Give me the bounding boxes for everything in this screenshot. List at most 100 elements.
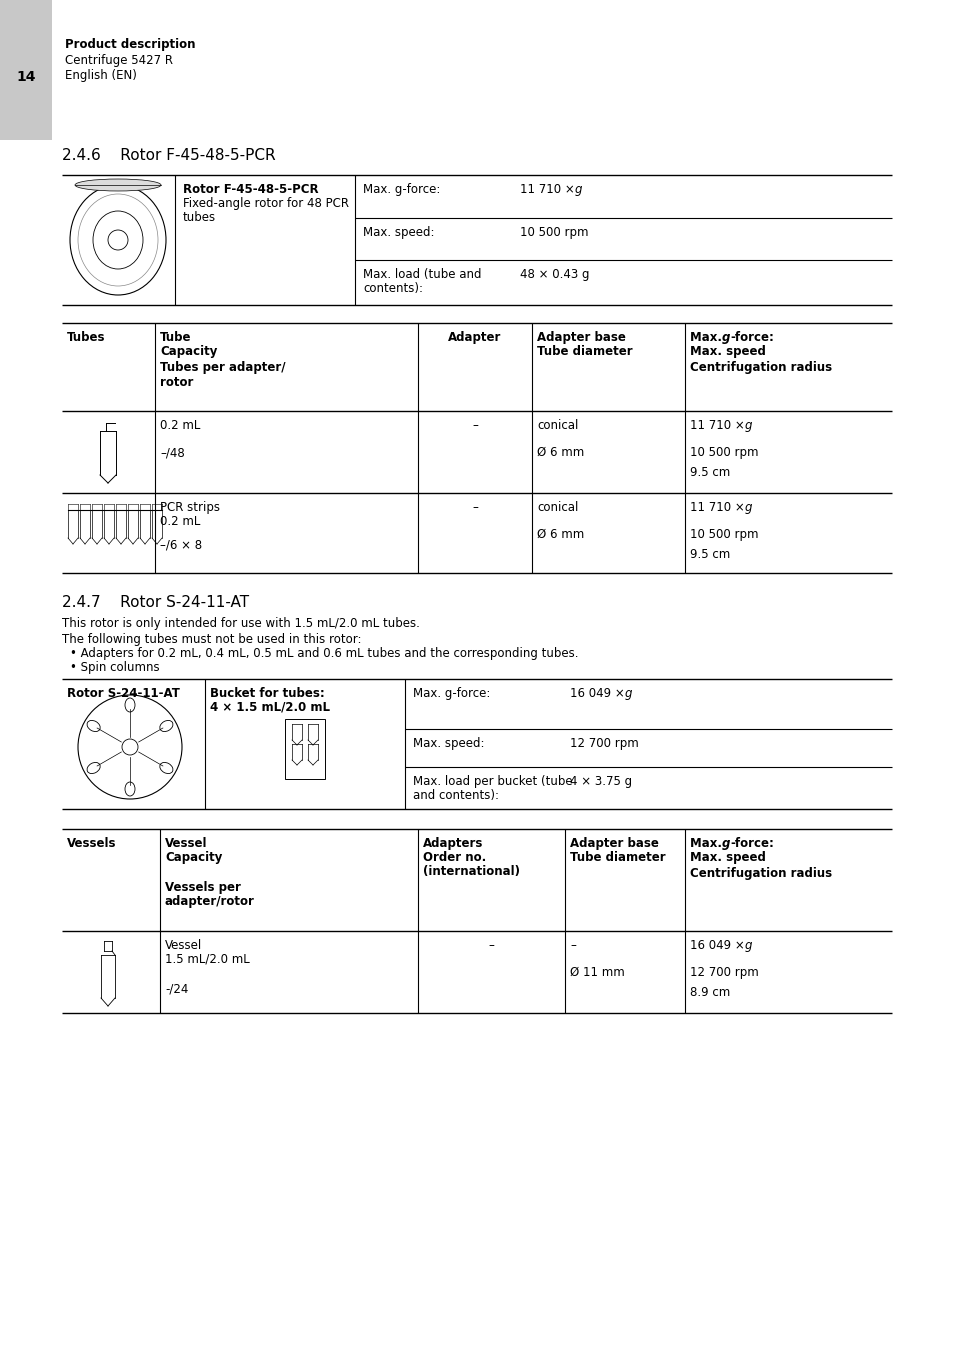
Text: Centrifuge 5427 R: Centrifuge 5427 R <box>65 54 172 68</box>
Text: 4 × 1.5 mL/2.0 mL: 4 × 1.5 mL/2.0 mL <box>210 701 330 714</box>
Text: adapter/rotor: adapter/rotor <box>165 895 254 909</box>
Text: Centrifugation radius: Centrifugation radius <box>689 360 831 374</box>
Text: –/48: –/48 <box>160 446 185 459</box>
Text: 14: 14 <box>16 70 35 84</box>
Text: –/6 × 8: –/6 × 8 <box>160 539 202 551</box>
Text: -force:: -force: <box>729 837 773 850</box>
Text: Tubes: Tubes <box>67 331 106 344</box>
Ellipse shape <box>125 782 135 796</box>
Text: Max. load per bucket (tube: Max. load per bucket (tube <box>413 775 572 788</box>
Text: Ø 6 mm: Ø 6 mm <box>537 528 583 541</box>
Text: conical: conical <box>537 501 578 514</box>
Text: Order no.: Order no. <box>422 850 486 864</box>
Text: Max.: Max. <box>689 837 725 850</box>
Text: g: g <box>624 687 632 701</box>
Ellipse shape <box>70 185 166 296</box>
Text: 2.4.7    Rotor S-24-11-AT: 2.4.7 Rotor S-24-11-AT <box>62 595 249 610</box>
Text: 48 × 0.43 g: 48 × 0.43 g <box>519 269 589 281</box>
Text: –: – <box>472 501 477 514</box>
Text: 10 500 rpm: 10 500 rpm <box>689 446 758 459</box>
Ellipse shape <box>75 180 161 190</box>
Text: English (EN): English (EN) <box>65 69 136 82</box>
Text: –: – <box>488 940 494 952</box>
Text: Tube: Tube <box>160 331 192 344</box>
Text: 16 049 ×: 16 049 × <box>569 687 628 701</box>
Text: 0.2 mL: 0.2 mL <box>160 514 200 528</box>
Text: (international): (international) <box>422 865 519 878</box>
Text: conical: conical <box>537 418 578 432</box>
Text: tubes: tubes <box>183 211 216 224</box>
Text: Adapter: Adapter <box>448 331 501 344</box>
Bar <box>285 720 325 779</box>
Text: Adapter base: Adapter base <box>569 837 659 850</box>
Circle shape <box>122 738 138 755</box>
Text: 9.5 cm: 9.5 cm <box>689 466 729 479</box>
Text: Max. speed: Max. speed <box>689 346 765 358</box>
Ellipse shape <box>87 721 100 732</box>
Text: • Adapters for 0.2 mL, 0.4 mL, 0.5 mL and 0.6 mL tubes and the corresponding tub: • Adapters for 0.2 mL, 0.4 mL, 0.5 mL an… <box>70 647 578 660</box>
Text: Bucket for tubes:: Bucket for tubes: <box>210 687 324 701</box>
Text: Ø 6 mm: Ø 6 mm <box>537 446 583 459</box>
Text: –: – <box>569 940 576 952</box>
Text: Tube diameter: Tube diameter <box>537 346 632 358</box>
Text: Adapters: Adapters <box>422 837 483 850</box>
Text: 16 049 ×: 16 049 × <box>689 940 748 952</box>
Text: –: – <box>472 418 477 432</box>
Text: Max.: Max. <box>689 331 725 344</box>
Text: Max. g-force:: Max. g-force: <box>413 687 490 701</box>
Text: contents):: contents): <box>363 282 422 296</box>
Text: Max. g-force:: Max. g-force: <box>363 184 440 196</box>
Text: Rotor S-24-11-AT: Rotor S-24-11-AT <box>67 687 180 701</box>
Text: PCR strips: PCR strips <box>160 501 220 514</box>
Circle shape <box>108 230 128 250</box>
Text: Fixed-angle rotor for 48 PCR: Fixed-angle rotor for 48 PCR <box>183 197 349 211</box>
Text: Tubes per adapter/: Tubes per adapter/ <box>160 360 285 374</box>
Text: g: g <box>744 418 752 432</box>
Text: Rotor F-45-48-5-PCR: Rotor F-45-48-5-PCR <box>183 184 318 196</box>
Text: 2.4.6    Rotor F-45-48-5-PCR: 2.4.6 Rotor F-45-48-5-PCR <box>62 148 275 163</box>
Text: The following tubes must not be used in this rotor:: The following tubes must not be used in … <box>62 633 361 647</box>
Text: 11 710 ×: 11 710 × <box>689 418 748 432</box>
Text: Vessel: Vessel <box>165 837 208 850</box>
Text: 9.5 cm: 9.5 cm <box>689 548 729 562</box>
Circle shape <box>78 695 182 799</box>
Text: Capacity: Capacity <box>165 850 222 864</box>
Text: 4 × 3.75 g: 4 × 3.75 g <box>569 775 632 788</box>
Text: 12 700 rpm: 12 700 rpm <box>569 737 639 751</box>
Ellipse shape <box>92 211 143 269</box>
Text: g: g <box>721 837 730 850</box>
Ellipse shape <box>125 698 135 711</box>
Text: g: g <box>575 184 582 196</box>
Text: 11 710 ×: 11 710 × <box>689 501 748 514</box>
Text: -force:: -force: <box>729 331 773 344</box>
Text: -/24: -/24 <box>165 983 188 996</box>
Ellipse shape <box>78 194 158 286</box>
Text: 10 500 rpm: 10 500 rpm <box>519 225 588 239</box>
Text: Vessels per: Vessels per <box>165 882 240 894</box>
Ellipse shape <box>160 763 172 774</box>
Text: Max. speed:: Max. speed: <box>363 225 434 239</box>
Text: Tube diameter: Tube diameter <box>569 850 665 864</box>
Text: Vessels: Vessels <box>67 837 116 850</box>
Text: g: g <box>744 501 752 514</box>
Text: Vessel: Vessel <box>165 940 202 952</box>
Text: rotor: rotor <box>160 377 193 389</box>
Text: Capacity: Capacity <box>160 346 217 358</box>
Text: Adapter base: Adapter base <box>537 331 625 344</box>
Text: 1.5 mL/2.0 mL: 1.5 mL/2.0 mL <box>165 953 250 967</box>
Text: g: g <box>721 331 730 344</box>
Bar <box>0 0 52 140</box>
Text: • Spin columns: • Spin columns <box>70 662 159 674</box>
Text: Product description: Product description <box>65 38 195 51</box>
Ellipse shape <box>160 721 172 732</box>
Text: 10 500 rpm: 10 500 rpm <box>689 528 758 541</box>
Text: This rotor is only intended for use with 1.5 mL/2.0 mL tubes.: This rotor is only intended for use with… <box>62 617 419 630</box>
Text: Max. speed: Max. speed <box>689 850 765 864</box>
Text: 12 700 rpm: 12 700 rpm <box>689 967 758 979</box>
Text: g: g <box>744 940 752 952</box>
Text: Ø 11 mm: Ø 11 mm <box>569 967 624 979</box>
Ellipse shape <box>87 763 100 774</box>
Text: Max. speed:: Max. speed: <box>413 737 484 751</box>
Text: 11 710 ×: 11 710 × <box>519 184 578 196</box>
Text: Max. load (tube and: Max. load (tube and <box>363 269 481 281</box>
